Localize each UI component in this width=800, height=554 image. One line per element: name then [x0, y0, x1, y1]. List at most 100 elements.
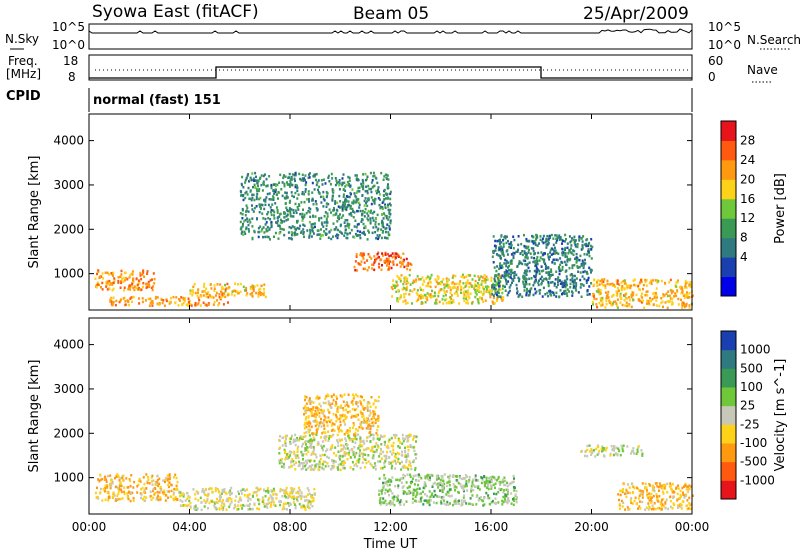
data-cell	[284, 502, 287, 505]
data-cell	[157, 498, 160, 502]
data-cell	[190, 289, 193, 293]
data-cell	[337, 181, 340, 184]
data-cell	[462, 273, 464, 277]
data-cell	[253, 285, 256, 288]
y-tick-label: 4000	[53, 134, 84, 148]
data-cell	[257, 235, 260, 239]
data-cell	[391, 496, 394, 499]
data-cell	[191, 289, 194, 292]
data-cell	[358, 452, 361, 455]
data-cell	[510, 268, 513, 272]
data-cell	[538, 269, 541, 273]
data-cell	[194, 493, 197, 496]
data-cell	[325, 224, 328, 227]
data-cell	[620, 444, 623, 448]
data-cell	[257, 189, 260, 193]
data-cell	[399, 477, 402, 480]
colorbar-tick-label: 28	[740, 133, 755, 147]
data-cell	[477, 485, 480, 488]
data-cell	[261, 212, 264, 215]
data-cell	[375, 225, 378, 229]
data-cell	[342, 193, 345, 196]
data-cell	[314, 215, 317, 218]
data-cell	[534, 279, 537, 283]
data-cell	[308, 398, 311, 401]
data-cell	[382, 178, 385, 181]
data-cell	[609, 452, 612, 456]
data-cell	[151, 483, 154, 486]
data-cell	[325, 221, 328, 224]
data-cell	[337, 441, 340, 444]
data-cell	[386, 444, 389, 448]
data-cell	[111, 303, 114, 307]
data-cell	[373, 410, 376, 414]
data-cell	[439, 478, 442, 482]
data-cell	[623, 279, 626, 282]
data-cell	[535, 274, 538, 277]
data-cell	[397, 486, 400, 489]
data-cell	[451, 281, 454, 284]
data-cell	[311, 414, 314, 417]
data-cell	[554, 249, 557, 252]
data-cell	[552, 252, 555, 255]
data-cell	[305, 495, 308, 498]
data-cell	[229, 489, 232, 492]
data-cell	[153, 487, 156, 490]
data-cell	[151, 301, 154, 305]
data-cell	[317, 397, 320, 400]
data-cell	[510, 259, 513, 262]
data-cell	[515, 283, 518, 287]
data-cell	[336, 410, 338, 413]
data-cell	[131, 300, 133, 303]
data-cell	[392, 441, 395, 445]
data-cell	[301, 192, 304, 196]
data-cell	[390, 467, 393, 470]
data-cell	[512, 256, 515, 260]
data-cell	[412, 438, 415, 441]
data-cell	[524, 251, 527, 255]
data-cell	[479, 496, 482, 499]
data-cell	[388, 493, 390, 497]
data-cell	[428, 499, 431, 502]
data-cell	[265, 221, 268, 224]
data-cell	[392, 451, 395, 454]
data-cell	[406, 267, 409, 271]
freq-tick-bottom: 8	[68, 70, 76, 84]
data-cell	[274, 492, 277, 496]
data-cell	[385, 216, 388, 220]
data-cell	[132, 279, 135, 282]
data-cell	[213, 504, 216, 507]
data-cell	[315, 433, 318, 437]
data-cell	[564, 246, 567, 250]
data-cell	[368, 414, 371, 417]
data-cell	[683, 305, 686, 309]
data-cell	[549, 248, 552, 252]
data-cell	[462, 496, 465, 499]
data-cell	[405, 435, 408, 438]
data-cell	[353, 236, 356, 239]
data-cell	[365, 427, 368, 430]
data-cell	[312, 232, 315, 235]
data-cell	[506, 270, 509, 273]
data-cell	[605, 446, 608, 450]
data-cell	[374, 223, 377, 226]
data-cell	[657, 507, 659, 510]
data-cell	[587, 276, 590, 280]
data-cell	[108, 494, 111, 497]
data-cell	[537, 251, 540, 255]
data-cell	[401, 433, 404, 437]
data-cell	[261, 496, 264, 499]
data-cell	[149, 302, 152, 305]
data-cell	[259, 291, 261, 294]
data-cell	[341, 203, 344, 207]
data-cell	[386, 223, 389, 226]
data-cell	[146, 272, 149, 275]
data-cell	[273, 235, 275, 238]
data-cell	[681, 301, 684, 304]
data-cell	[327, 416, 330, 419]
data-cell	[501, 252, 504, 255]
data-cell	[290, 226, 293, 230]
data-cell	[311, 451, 314, 455]
data-region	[617, 482, 694, 512]
data-cell	[642, 287, 644, 291]
